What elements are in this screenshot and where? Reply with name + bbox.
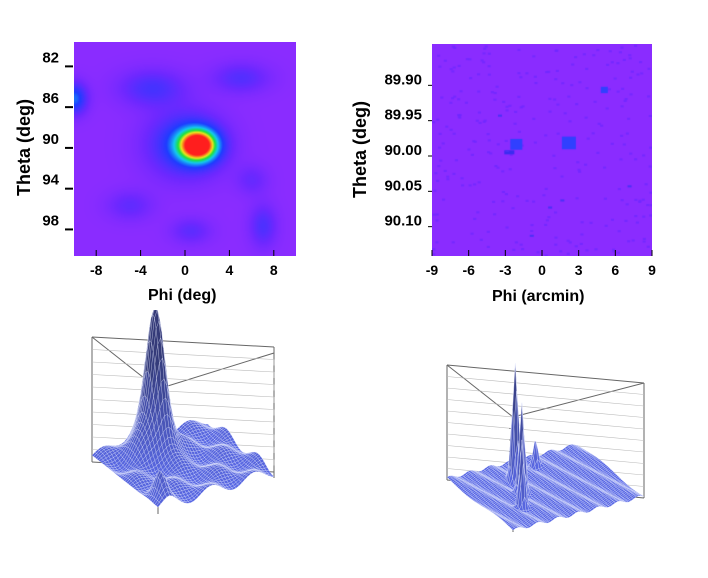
x-tick-label: 0	[538, 262, 546, 278]
y-tick-label: 89.95	[384, 107, 422, 124]
x-tick-label: -8	[90, 262, 103, 278]
y-tick-label: 98	[42, 212, 59, 229]
surface-bottom-right	[340, 310, 708, 578]
x-tick-label: -3	[499, 262, 512, 278]
y-tick-label: 86	[42, 90, 59, 107]
x-tick-label: -4	[134, 262, 147, 278]
x-tick-label: -6	[462, 262, 475, 278]
heatmap-top-left-axes: -8 -4 0 4 8 82 86 90 94 98	[0, 0, 330, 310]
x-axis-title: Phi (arcmin)	[492, 288, 584, 306]
y-tick-label: 82	[42, 49, 59, 66]
x-tick-label: 3	[575, 262, 583, 278]
surface-mesh	[92, 310, 274, 507]
surface-bottom-left-plot	[0, 310, 340, 578]
x-tick-label: 8	[270, 262, 278, 278]
surface-bottom-right-plot	[340, 310, 708, 578]
y-tick-label: 90.00	[384, 142, 422, 159]
y-tick-label: 94	[42, 172, 59, 189]
x-tick-label: 0	[181, 262, 189, 278]
y-axis-title: Theta (deg)	[350, 101, 371, 198]
y-tick-label: 89.90	[384, 71, 422, 88]
surface-bottom-left	[0, 310, 340, 578]
y-tick-label: 90.10	[384, 213, 422, 230]
x-tick-label: 6	[611, 262, 619, 278]
x-tick-label: -9	[426, 262, 439, 278]
y-tick-label: 90.05	[384, 177, 422, 194]
heatmap-top-right: -9 -6 -3 0 3 6 9 89.90 89.95 90.00 90.05 90.10 Phi …	[340, 0, 708, 310]
x-tick-label: 4	[226, 262, 234, 278]
y-tick-label: 90	[42, 131, 59, 148]
heatmap-top-right-axes: -9 -6 -3 0 3 6 9 89.90 89.95 90.00 90.05 90.10	[340, 0, 708, 310]
x-tick-label: 9	[648, 262, 656, 278]
x-axis-title: Phi (deg)	[148, 287, 216, 305]
y-axis-title: Theta (deg)	[14, 99, 35, 196]
heatmap-top-left: -8 -4 0 4 8 82 86 90 94 98 Phi (deg) Theta (deg)	[0, 0, 330, 310]
